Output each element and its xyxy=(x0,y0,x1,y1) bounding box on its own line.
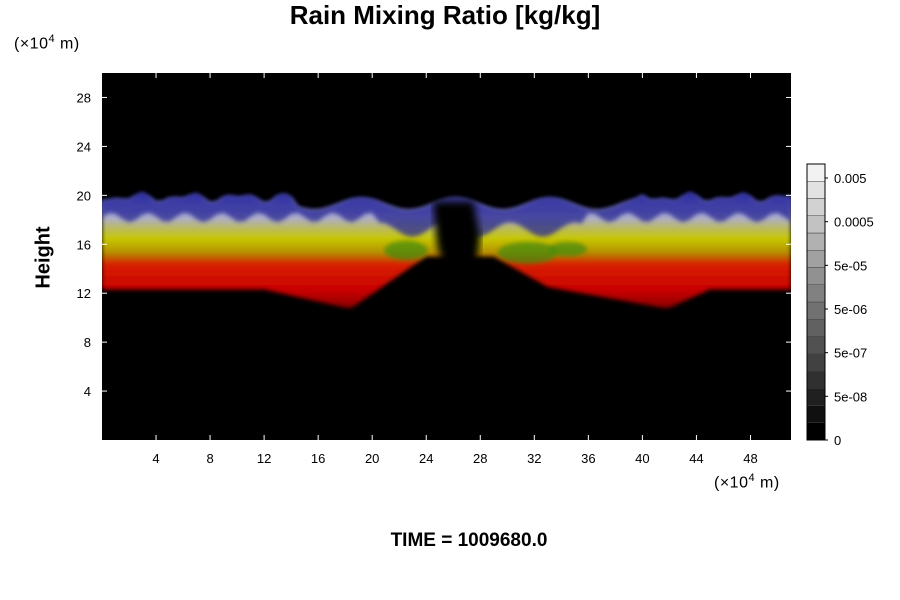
colorbar-label: 0.0005 xyxy=(834,215,874,230)
green-patch xyxy=(384,240,428,261)
colorbar-label: 5e-06 xyxy=(834,302,867,317)
colorbar-level xyxy=(806,319,826,337)
green-patch xyxy=(549,241,588,257)
colorbar-level xyxy=(806,405,826,423)
x-tick-label: 20 xyxy=(365,451,379,466)
colorbar-label: 0.005 xyxy=(834,171,867,186)
x-tick-label: 12 xyxy=(257,451,271,466)
rain-field xyxy=(102,192,791,308)
colorbar-level xyxy=(806,336,826,354)
time-caption: TIME = 1009680.0 xyxy=(390,530,548,551)
y-tick-label: 20 xyxy=(77,188,91,203)
y-tick-label: 24 xyxy=(77,139,91,154)
colorbar-level xyxy=(806,301,826,320)
x-tick-label: 8 xyxy=(206,451,213,466)
y-tick-label: 4 xyxy=(84,384,91,399)
x-tick-label: 4 xyxy=(152,451,159,466)
x-tick-label: 28 xyxy=(473,451,487,466)
colorbar-level xyxy=(806,284,826,303)
x-tick-label: 32 xyxy=(527,451,541,466)
x-tick-label: 48 xyxy=(743,451,757,466)
colorbar-level xyxy=(806,198,826,216)
y-tick-label: 16 xyxy=(77,237,91,252)
x-tick-label: 40 xyxy=(635,451,649,466)
y-tick-label: 28 xyxy=(77,90,91,105)
y-axis-unit: (×104 m) xyxy=(14,33,80,53)
colorbar-level xyxy=(806,370,826,389)
x-tick-label: 24 xyxy=(419,451,433,466)
y-tick-label: 8 xyxy=(84,335,91,350)
center-gap xyxy=(433,201,481,288)
colorbar-frame xyxy=(806,163,826,441)
y-tick-label: 12 xyxy=(77,286,91,301)
x-tick-label: 16 xyxy=(311,451,325,466)
colorbar-level xyxy=(806,250,826,268)
colorbar-label: 0 xyxy=(834,433,841,448)
colorbar-level xyxy=(806,267,826,285)
colorbar-label: 5e-07 xyxy=(834,346,867,361)
colorbar-level xyxy=(806,163,826,182)
x-tick-label: 44 xyxy=(689,451,703,466)
colorbar-level xyxy=(806,181,826,199)
x-axis-unit: (×104 m) xyxy=(714,472,780,492)
colorbar-level xyxy=(806,215,826,234)
colorbar-label: 5e-05 xyxy=(834,258,867,273)
green-patch xyxy=(497,241,558,264)
colorbar-level xyxy=(806,353,826,372)
colorbar-level xyxy=(806,232,826,251)
x-tick-label: 36 xyxy=(581,451,595,466)
colorbar-level xyxy=(806,388,826,406)
colorbar-label: 5e-08 xyxy=(834,389,867,404)
chart-title: Rain Mixing Ratio [kg/kg] xyxy=(289,0,601,30)
colorbar-level xyxy=(806,422,826,441)
